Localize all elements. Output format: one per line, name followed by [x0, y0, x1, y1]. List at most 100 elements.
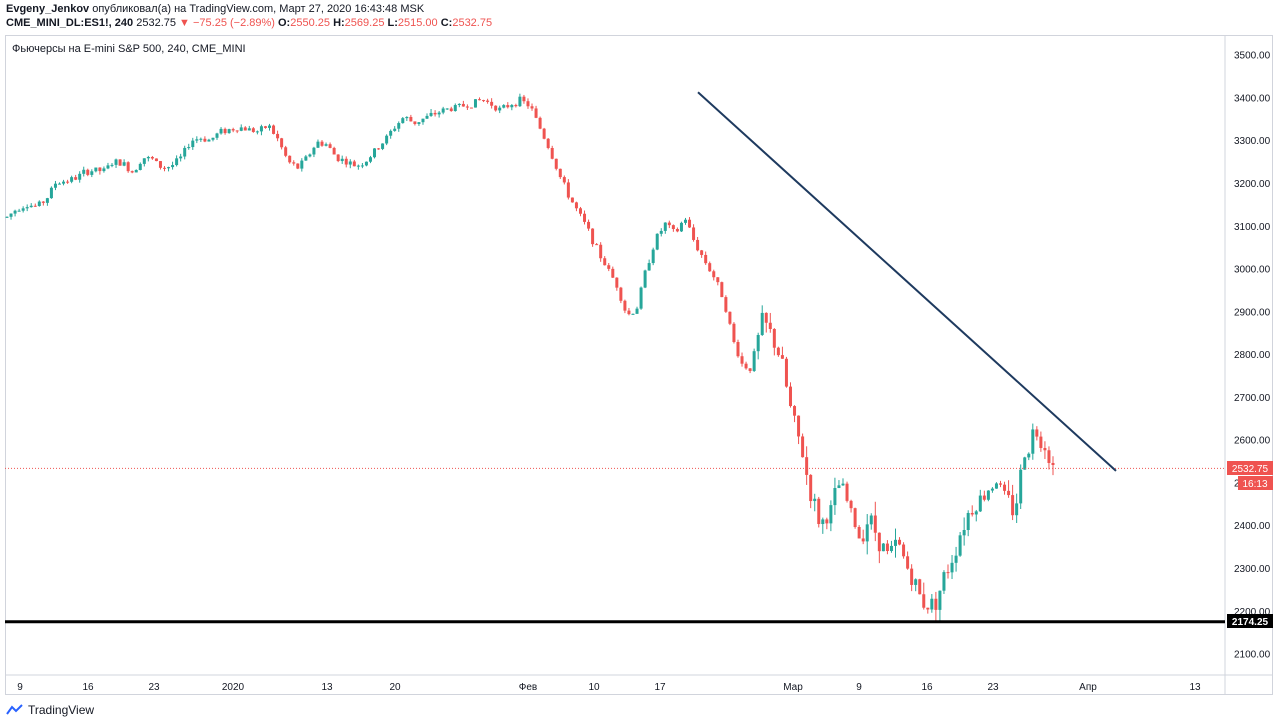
candle-body [284, 147, 288, 156]
time-tick-label: Мар [783, 682, 803, 693]
candle-body [708, 263, 712, 272]
current-price-text: 2532.75 [1232, 464, 1269, 475]
candle-body [312, 147, 316, 155]
time-tick-label: 13 [321, 682, 333, 693]
candle-body [473, 99, 477, 108]
candle-body [352, 161, 356, 167]
candle-body [675, 229, 679, 232]
time-tick-label: 20 [389, 682, 401, 693]
chart-frame[interactable] [5, 35, 1273, 695]
candle-body [627, 310, 631, 315]
candle-body [776, 347, 780, 356]
high-value: 2569.25 [344, 17, 385, 29]
candle-body [704, 254, 708, 264]
trendline[interactable] [697, 91, 1117, 472]
candle-body [873, 515, 877, 533]
price-tick-label: 3300.00 [1234, 136, 1271, 147]
price-tick-label: 3100.00 [1234, 222, 1271, 233]
candle-body [183, 147, 187, 157]
brand-label: TradingView [28, 703, 95, 717]
candle-body [393, 128, 397, 131]
candle-body [849, 500, 853, 509]
high-label: H: [333, 17, 345, 29]
candle-body [276, 133, 280, 139]
candle-body [114, 159, 118, 165]
countdown-text: 16:13 [1242, 479, 1267, 490]
candle-body [195, 139, 199, 141]
candle-body [990, 488, 994, 491]
candle-body [550, 147, 554, 159]
support-badge-bg [1227, 614, 1273, 628]
time-tick-label: 17 [654, 682, 666, 693]
candle-body [409, 116, 413, 122]
candle-body [417, 122, 421, 124]
candle-body [1019, 469, 1023, 504]
candle-body [587, 221, 591, 229]
footer-brand[interactable]: TradingView [6, 703, 94, 717]
candle-body [433, 112, 437, 115]
price-tick-label: 3500.00 [1234, 51, 1271, 62]
candle-body [554, 158, 558, 169]
candle-body [809, 474, 813, 502]
time-tick-label: 23 [987, 682, 999, 693]
candle-body [25, 207, 29, 209]
time-axis[interactable]: 9 16 23 2020 13 20 Фев 10 17 Мар 9 16 23 Апр 13 [17, 682, 1201, 693]
candle-body [1011, 495, 1015, 516]
candle-body [748, 368, 752, 371]
candle-body [308, 154, 312, 157]
candle-body [631, 313, 635, 315]
candle-body [223, 128, 227, 134]
candle-body [752, 351, 756, 371]
candle-body [635, 308, 639, 314]
candle-body [534, 108, 538, 118]
candle-body [53, 183, 57, 188]
candle-body [958, 535, 962, 556]
candle-body [562, 177, 566, 183]
candle-body [1003, 484, 1007, 491]
candle-body [138, 163, 142, 170]
candle-body [655, 233, 659, 250]
candle-body [788, 386, 792, 407]
candle-body [328, 144, 332, 148]
candle-body [74, 177, 78, 180]
candle-body [716, 277, 720, 283]
price-axis[interactable]: 3500.00 3400.00 3300.00 3200.00 3100.00 3000.… [1234, 51, 1271, 661]
candle-body [211, 137, 215, 140]
candle-body [1051, 462, 1055, 465]
last-price: 2532.75 [136, 17, 176, 29]
candle-body [368, 157, 372, 162]
candle-body [385, 135, 389, 144]
candle-body [744, 363, 748, 369]
candle-body [9, 213, 13, 217]
candle-body [845, 483, 849, 501]
candle-body [1039, 436, 1043, 448]
candle-body [163, 167, 167, 169]
candle-body [421, 118, 425, 123]
candle-body [780, 355, 784, 359]
time-tick-label: 9 [856, 682, 862, 693]
candle-body [154, 158, 158, 162]
candle-body [13, 210, 17, 214]
current-price-badge-bg [1227, 461, 1273, 475]
price-tick-label: 2100.00 [1234, 650, 1271, 661]
candle-body [255, 131, 259, 133]
candle-body [498, 107, 502, 111]
candle-body [623, 300, 627, 311]
candle-body [280, 138, 284, 148]
candle-body [938, 590, 942, 610]
candle-body [692, 227, 696, 240]
time-tick-label: 9 [17, 682, 23, 693]
candle-body [122, 162, 126, 166]
author-name[interactable]: Evgeny_Jenkov [6, 3, 90, 15]
candle-body [583, 213, 587, 222]
candle-body [134, 169, 138, 173]
candle-body [667, 222, 671, 226]
candle-body [449, 108, 453, 112]
candle-body [688, 219, 692, 228]
candle-body [199, 138, 203, 140]
candle-body [98, 167, 102, 172]
price-tick-label: 2900.00 [1234, 307, 1271, 318]
countdown-badge: 16:13 [1238, 476, 1273, 490]
candle-body [986, 490, 990, 500]
